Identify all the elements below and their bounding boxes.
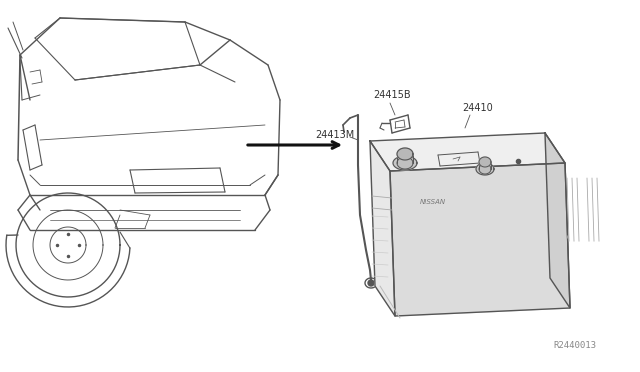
Polygon shape xyxy=(368,280,374,286)
Polygon shape xyxy=(479,157,491,167)
Polygon shape xyxy=(393,156,417,170)
Polygon shape xyxy=(370,133,565,171)
Polygon shape xyxy=(479,164,491,174)
Polygon shape xyxy=(397,157,413,169)
Text: 24413M: 24413M xyxy=(315,130,355,140)
Polygon shape xyxy=(397,148,413,160)
Text: 24415B: 24415B xyxy=(373,90,411,100)
Polygon shape xyxy=(545,133,570,308)
Polygon shape xyxy=(370,141,395,316)
Polygon shape xyxy=(390,163,570,316)
Text: 24410: 24410 xyxy=(462,103,493,113)
Text: NISSAN: NISSAN xyxy=(420,199,446,205)
Text: R2440013: R2440013 xyxy=(554,340,596,350)
Polygon shape xyxy=(476,163,494,175)
